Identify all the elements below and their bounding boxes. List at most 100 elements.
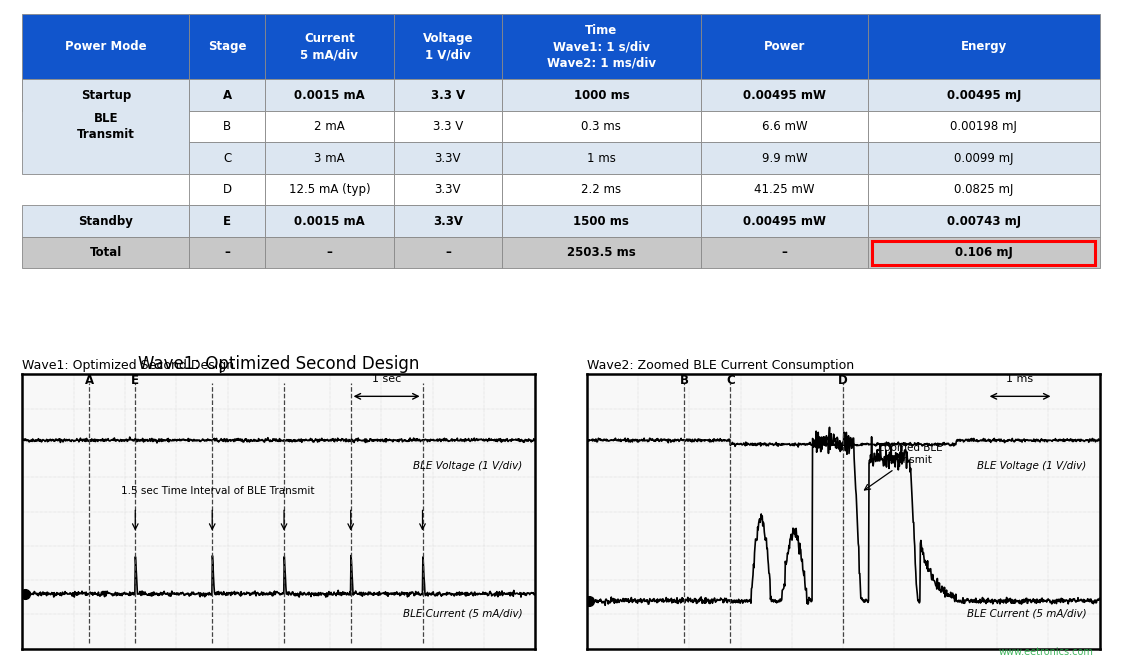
FancyBboxPatch shape [701,111,868,142]
Text: Energy: Energy [960,40,1006,53]
Text: 1500 ms: 1500 ms [573,214,629,228]
Text: BLE Voltage (1 V/div): BLE Voltage (1 V/div) [977,461,1087,471]
FancyBboxPatch shape [265,174,394,205]
FancyBboxPatch shape [394,205,502,237]
FancyBboxPatch shape [265,79,394,111]
Text: 6.6 mW: 6.6 mW [762,120,808,133]
Text: B: B [223,120,231,133]
Text: 0.0015 mA: 0.0015 mA [294,89,365,102]
Text: Time
Wave1: 1 s/div
Wave2: 1 ms/div: Time Wave1: 1 s/div Wave2: 1 ms/div [546,24,656,69]
Text: BLE Voltage (1 V/div): BLE Voltage (1 V/div) [413,461,523,471]
FancyBboxPatch shape [868,142,1100,174]
FancyBboxPatch shape [502,111,701,142]
Text: D: D [838,374,848,387]
Text: A: A [84,374,93,387]
FancyBboxPatch shape [701,79,868,111]
FancyBboxPatch shape [502,79,701,111]
FancyBboxPatch shape [868,79,1100,111]
FancyBboxPatch shape [868,174,1100,205]
Text: BLE
Transmit: BLE Transmit [77,112,135,141]
Text: 2 mA: 2 mA [314,120,344,133]
Text: 3.3V: 3.3V [434,183,461,196]
Text: –: – [782,246,788,260]
FancyBboxPatch shape [394,79,502,111]
Text: 12.5 mA (typ): 12.5 mA (typ) [288,183,370,196]
Text: Startup: Startup [81,89,131,102]
Text: B: B [680,374,689,387]
Text: 0.0825 mJ: 0.0825 mJ [954,183,1013,196]
Text: 3.3 V: 3.3 V [433,120,463,133]
Text: 2.2 ms: 2.2 ms [581,183,622,196]
Text: 1 sec: 1 sec [373,374,402,384]
Text: E: E [223,214,231,228]
Text: 41.25 mW: 41.25 mW [754,183,815,196]
Text: 1 ms: 1 ms [1006,374,1033,384]
FancyBboxPatch shape [701,205,868,237]
Text: 0.00743 mJ: 0.00743 mJ [947,214,1021,228]
Text: 0.0099 mJ: 0.0099 mJ [954,152,1013,165]
FancyBboxPatch shape [502,237,701,269]
Text: A: A [222,89,231,102]
FancyBboxPatch shape [190,205,265,237]
Text: BLE Current (5 mA/div): BLE Current (5 mA/div) [403,608,523,618]
FancyBboxPatch shape [394,237,502,269]
FancyBboxPatch shape [22,79,190,174]
Text: Power Mode: Power Mode [65,40,147,53]
FancyBboxPatch shape [394,111,502,142]
Text: 0.00495 mW: 0.00495 mW [743,89,826,102]
FancyBboxPatch shape [502,205,701,237]
Text: C: C [726,374,735,387]
Text: 3 mA: 3 mA [314,152,344,165]
FancyBboxPatch shape [190,174,265,205]
Text: 2503.5 ms: 2503.5 ms [567,246,636,260]
Text: 1 ms: 1 ms [587,152,616,165]
FancyBboxPatch shape [868,111,1100,142]
FancyBboxPatch shape [265,111,394,142]
Text: Power: Power [764,40,806,53]
Text: 0.00495 mJ: 0.00495 mJ [947,89,1021,102]
FancyBboxPatch shape [265,142,394,174]
FancyBboxPatch shape [190,14,265,79]
FancyBboxPatch shape [190,237,265,269]
FancyBboxPatch shape [265,14,394,79]
Text: Stage: Stage [208,40,247,53]
Text: BLE Current (5 mA/div): BLE Current (5 mA/div) [967,608,1087,618]
Text: Wave2: Zoomed BLE Current Consumption: Wave2: Zoomed BLE Current Consumption [587,359,854,372]
FancyBboxPatch shape [868,14,1100,79]
FancyBboxPatch shape [265,205,394,237]
Text: –: – [445,246,451,260]
Text: Zoomed BLE
Transmit: Zoomed BLE Transmit [877,443,942,465]
Text: Wave1: Optimized Second Design: Wave1: Optimized Second Design [22,359,234,372]
Text: 3.3V: 3.3V [433,214,463,228]
Text: Standby: Standby [79,214,134,228]
FancyBboxPatch shape [22,14,190,79]
Text: 3.3V: 3.3V [434,152,461,165]
FancyBboxPatch shape [190,142,265,174]
Text: 0.106 mJ: 0.106 mJ [955,246,1013,260]
FancyBboxPatch shape [701,237,868,269]
Text: 1.5 sec Time Interval of BLE Transmit: 1.5 sec Time Interval of BLE Transmit [120,486,314,496]
FancyBboxPatch shape [701,142,868,174]
FancyBboxPatch shape [502,174,701,205]
Title: Wave1: Optimized Second Design: Wave1: Optimized Second Design [138,355,420,373]
Text: –: – [327,246,332,260]
FancyBboxPatch shape [22,237,190,269]
Text: www.eetronics.com: www.eetronics.com [999,647,1094,657]
Text: –: – [224,246,230,260]
FancyBboxPatch shape [265,237,394,269]
FancyBboxPatch shape [502,142,701,174]
FancyBboxPatch shape [190,111,265,142]
Text: 9.9 mW: 9.9 mW [762,152,808,165]
Text: E: E [131,374,139,387]
Text: Voltage
1 V/div: Voltage 1 V/div [423,32,473,61]
Text: Total: Total [90,246,122,260]
FancyBboxPatch shape [701,174,868,205]
FancyBboxPatch shape [394,174,502,205]
FancyBboxPatch shape [394,14,502,79]
Text: 0.00198 mJ: 0.00198 mJ [950,120,1018,133]
Text: D: D [222,183,231,196]
Text: 0.3 ms: 0.3 ms [581,120,622,133]
FancyBboxPatch shape [22,79,190,111]
FancyBboxPatch shape [190,79,265,111]
Text: 3.3 V: 3.3 V [431,89,465,102]
